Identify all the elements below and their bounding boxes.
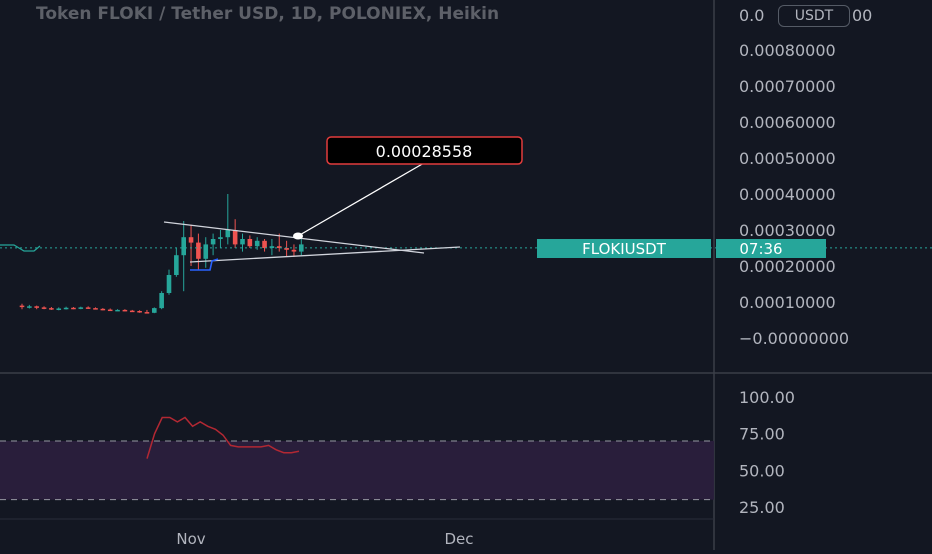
callout-box[interactable]: [326, 136, 523, 165]
price-tick-label: 0.00060000: [739, 113, 836, 132]
candle-body: [276, 246, 282, 248]
candle-body: [262, 240, 267, 248]
rsi-axis[interactable]: 100.00 75.00 50.00 25.00: [739, 388, 795, 517]
currency-button[interactable]: USDT: [778, 5, 850, 27]
candle-body: [254, 240, 260, 247]
candle-body: [93, 308, 98, 310]
rsi-band-fill: [0, 441, 714, 500]
candlestick-series: [19, 194, 304, 314]
candle-body: [129, 310, 135, 313]
candle-body: [203, 244, 209, 259]
candle-body: [240, 239, 245, 245]
price-tick-label: 0.00020000: [739, 257, 836, 276]
candle-body: [210, 239, 216, 245]
candle-body: [284, 248, 289, 250]
candle-body: [115, 309, 120, 312]
candle-body: [85, 307, 91, 309]
candle-body: [152, 308, 157, 313]
candle-body: [27, 306, 32, 308]
candle-body: [232, 230, 238, 245]
candle-body: [218, 237, 223, 239]
candle-body: [225, 230, 231, 238]
price-tick-label: 0.00030000: [739, 221, 836, 240]
candle-body: [49, 308, 54, 310]
countdown-tag-bg: [716, 239, 826, 258]
callout-anchor-point[interactable]: [293, 232, 303, 240]
candle-body: [144, 312, 150, 314]
candle-body: [100, 308, 106, 311]
candle-body: [63, 307, 69, 310]
candle-body: [188, 237, 194, 243]
time-label-nov: Nov: [176, 530, 205, 548]
price-axis[interactable]: 0.00080000 0.00070000 0.00060000 0.00050000…: [739, 41, 849, 348]
callout-leader-line: [297, 162, 425, 237]
candle-body: [41, 307, 47, 309]
candle-body: [122, 309, 128, 312]
candle-body: [174, 255, 179, 275]
price-tick-label-top-right: 00: [852, 6, 872, 25]
candle-body: [71, 307, 76, 310]
price-tick-label: 0.00070000: [739, 77, 836, 96]
chart-title: Token FLOKI / Tether USD, 1D, POLONIEX, …: [36, 4, 500, 24]
candle-body: [269, 246, 275, 248]
symbol-tag-bg: [537, 239, 711, 258]
candle-body: [181, 237, 186, 256]
rsi-tick-label: 25.00: [739, 498, 785, 517]
candle-body: [78, 307, 84, 309]
rsi-line: [146, 416, 300, 459]
rsi-tick-label: 75.00: [739, 425, 785, 444]
candle-body: [166, 275, 172, 293]
candle-body: [56, 308, 62, 310]
price-tick-label: 0.00080000: [739, 41, 836, 60]
candle-body: [247, 239, 253, 247]
triangle-lower-trendline[interactable]: [189, 246, 461, 263]
countdown-tag: 07:36: [739, 240, 782, 258]
symbol-tag: FLOKIUSDT: [582, 240, 667, 258]
price-tick-label: 0.00040000: [739, 185, 836, 204]
support-line-blue: [190, 258, 219, 271]
rsi-tick-label: 100.00: [739, 388, 795, 407]
price-tick-label-top-left: 0.0: [739, 6, 764, 25]
indicator-line-stub: [0, 244, 41, 252]
time-label-dec: Dec: [444, 530, 473, 548]
price-tick-label: 0.00050000: [739, 149, 836, 168]
callout-label: 0.00028558: [376, 142, 473, 161]
price-tick-label: 0.00010000: [739, 293, 836, 312]
candle-body: [196, 242, 201, 259]
candle-body: [34, 306, 39, 308]
price-tick-label: −0.00000000: [739, 329, 849, 348]
candle-body: [19, 305, 25, 308]
candle-body: [137, 311, 142, 313]
candle-body: [159, 293, 164, 309]
candle-body: [291, 249, 297, 252]
rsi-tick-label: 50.00: [739, 461, 785, 480]
candle-body: [107, 309, 113, 312]
